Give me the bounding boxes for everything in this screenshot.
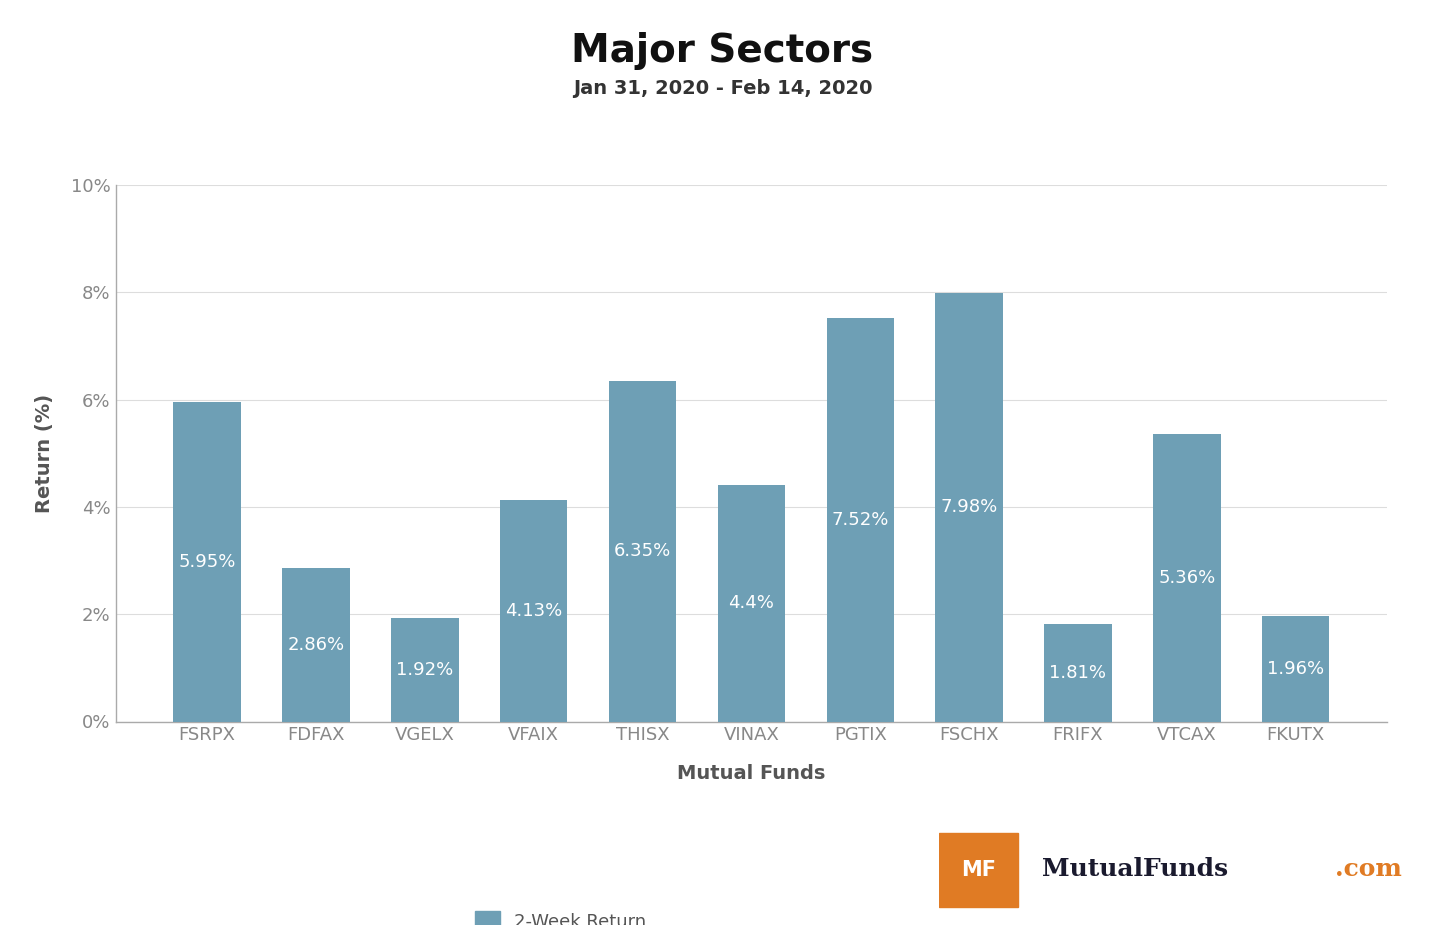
Bar (500, 500, 568, 722)
Bar (282, 568, 350, 722)
Text: 5.95%: 5.95% (178, 553, 236, 571)
Legend: 2-Week Return: 2-Week Return (468, 904, 653, 925)
Bar (718, 486, 785, 722)
Bar (935, 293, 1003, 722)
Bar (173, 402, 241, 722)
Bar (608, 381, 676, 722)
Bar (827, 318, 894, 722)
Text: 1.81%: 1.81% (1049, 664, 1107, 682)
Text: .com: .com (1335, 857, 1402, 882)
Bar (939, 832, 1017, 906)
Bar (1153, 434, 1221, 722)
Text: 7.98%: 7.98% (941, 499, 997, 516)
Text: 6.35%: 6.35% (614, 542, 670, 561)
Text: 1.92%: 1.92% (396, 661, 454, 679)
Y-axis label: Return (%): Return (%) (35, 394, 55, 512)
Bar (1045, 624, 1111, 722)
Bar (1261, 616, 1329, 722)
Bar (392, 619, 458, 722)
Text: 7.52%: 7.52% (831, 511, 889, 529)
Text: MutualFunds: MutualFunds (1042, 857, 1228, 882)
X-axis label: Mutual Funds: Mutual Funds (678, 764, 825, 783)
Text: 2.86%: 2.86% (288, 635, 344, 654)
Text: Jan 31, 2020 - Feb 14, 2020: Jan 31, 2020 - Feb 14, 2020 (572, 79, 873, 98)
Text: MF: MF (961, 859, 996, 880)
Text: 4.13%: 4.13% (506, 602, 562, 620)
Text: 1.96%: 1.96% (1267, 660, 1324, 678)
Text: Major Sectors: Major Sectors (571, 32, 874, 70)
Text: 4.4%: 4.4% (728, 595, 775, 612)
Text: 5.36%: 5.36% (1159, 569, 1215, 586)
